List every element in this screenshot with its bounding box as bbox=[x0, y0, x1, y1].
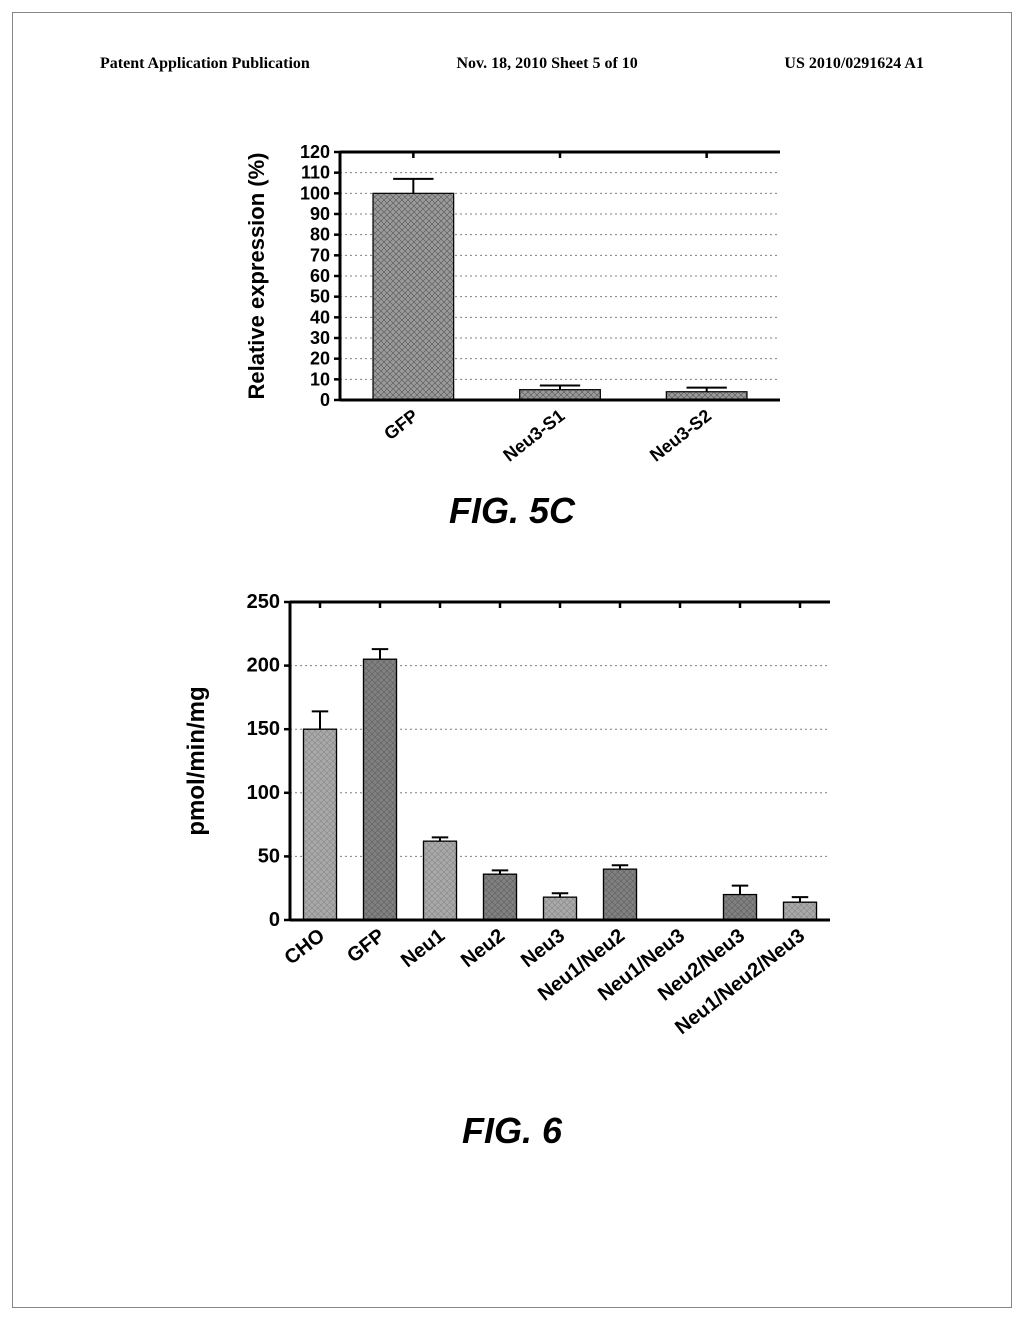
figure-5c-svg: 0102030405060708090100110120 GFP Neu3-S1 Ne… bbox=[240, 140, 790, 480]
figure-6-chart: 050100150200250CHOGFPNeu1Neu2Neu3Neu1/Ne… bbox=[180, 590, 840, 1090]
svg-text:Neu1: Neu1 bbox=[397, 925, 449, 972]
header-right: US 2010/0291624 A1 bbox=[784, 55, 924, 73]
svg-text:100: 100 bbox=[247, 782, 280, 804]
svg-text:pmol/min/mg: pmol/min/mg bbox=[183, 686, 210, 835]
figure-6-svg: 050100150200250CHOGFPNeu1Neu2Neu3Neu1/Ne… bbox=[180, 590, 840, 1090]
svg-text:Neu2: Neu2 bbox=[457, 925, 509, 972]
svg-text:150: 150 bbox=[247, 718, 280, 740]
svg-text:110: 110 bbox=[301, 163, 330, 183]
svg-text:30: 30 bbox=[310, 328, 330, 348]
header-left: Patent Application Publication bbox=[100, 55, 310, 73]
figure-5c-chart: 0102030405060708090100110120 GFP Neu3-S1 Ne… bbox=[240, 140, 790, 480]
svg-text:250: 250 bbox=[247, 591, 280, 613]
header-center: Nov. 18, 2010 Sheet 5 of 10 bbox=[456, 55, 637, 73]
svg-text:Neu3: Neu3 bbox=[517, 925, 569, 972]
svg-text:Relative expression (%): Relative expression (%) bbox=[244, 153, 269, 400]
svg-text:60: 60 bbox=[310, 266, 330, 286]
svg-text:0: 0 bbox=[320, 390, 330, 410]
svg-text:0: 0 bbox=[269, 909, 280, 931]
svg-text:80: 80 bbox=[310, 225, 330, 245]
svg-text:40: 40 bbox=[310, 307, 330, 327]
page-header: Patent Application Publication Nov. 18, … bbox=[100, 55, 924, 73]
svg-text:GFP: GFP bbox=[343, 925, 389, 968]
svg-text:10: 10 bbox=[310, 369, 330, 389]
svg-text:200: 200 bbox=[247, 655, 280, 677]
svg-text:20: 20 bbox=[310, 349, 330, 369]
svg-text:Neu3-S1: Neu3-S1 bbox=[499, 405, 568, 465]
svg-text:CHO: CHO bbox=[281, 925, 330, 970]
figure-6-label: FIG. 6 bbox=[0, 1110, 1024, 1152]
svg-text:120: 120 bbox=[300, 142, 330, 162]
figure-5c-label: FIG. 5C bbox=[0, 490, 1024, 532]
svg-text:90: 90 bbox=[310, 204, 330, 224]
svg-text:100: 100 bbox=[300, 183, 330, 203]
svg-text:Neu3-S2: Neu3-S2 bbox=[646, 405, 715, 465]
svg-text:GFP: GFP bbox=[380, 405, 421, 444]
svg-text:50: 50 bbox=[258, 845, 280, 867]
svg-text:50: 50 bbox=[310, 287, 330, 307]
svg-text:70: 70 bbox=[310, 245, 330, 265]
